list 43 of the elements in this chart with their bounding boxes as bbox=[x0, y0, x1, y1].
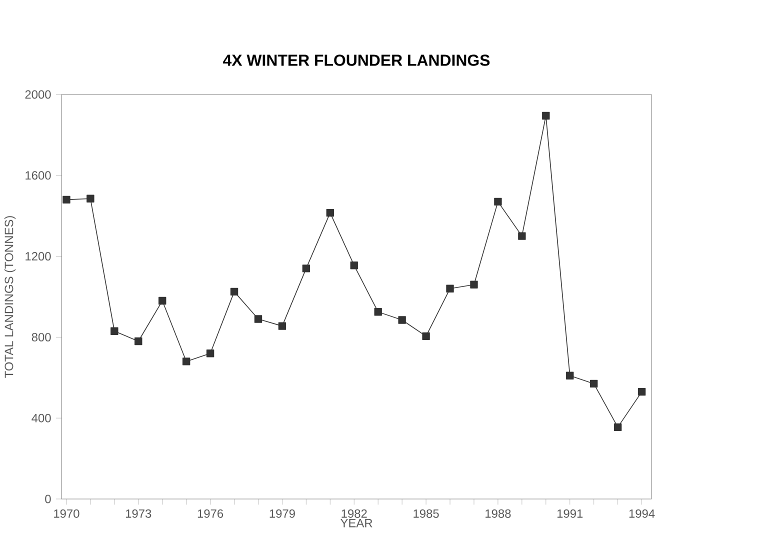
x-tick-label: 1991 bbox=[557, 510, 583, 518]
x-tick-label: 1985 bbox=[414, 510, 439, 518]
point bbox=[494, 198, 502, 206]
x-tick-label: 1970 bbox=[54, 510, 80, 518]
point bbox=[566, 372, 574, 380]
y-tick-label: 1600 bbox=[26, 171, 51, 180]
point bbox=[350, 262, 358, 270]
x-tick-label: 1973 bbox=[126, 510, 152, 518]
y-tick-label: 0 bbox=[45, 494, 51, 504]
x-axis-title: YEAR bbox=[340, 519, 372, 528]
point bbox=[230, 288, 238, 296]
chart-title: 4X WINTER FLOUNDER LANDINGS bbox=[223, 54, 490, 66]
point bbox=[614, 424, 622, 432]
x-tick-label: 1982 bbox=[342, 510, 367, 518]
point bbox=[86, 195, 94, 203]
point bbox=[590, 380, 598, 388]
point bbox=[158, 297, 166, 305]
point bbox=[518, 232, 526, 240]
point bbox=[278, 322, 286, 330]
point bbox=[110, 327, 118, 336]
y-tick-label: 400 bbox=[32, 414, 51, 423]
point bbox=[446, 285, 454, 293]
y-tick-label: 2000 bbox=[25, 90, 51, 99]
y-tick-label: 800 bbox=[32, 333, 51, 342]
y-tick-label: 1200 bbox=[26, 252, 51, 261]
x-tick-label: 1988 bbox=[486, 510, 511, 518]
point bbox=[326, 209, 334, 217]
point bbox=[182, 358, 190, 366]
x-tick-label: 1994 bbox=[629, 510, 655, 518]
x-tick-label: 1979 bbox=[270, 510, 295, 518]
point bbox=[254, 315, 262, 324]
point bbox=[638, 388, 646, 396]
x-tick-label: 1976 bbox=[198, 510, 224, 518]
point bbox=[206, 350, 214, 358]
point bbox=[470, 280, 478, 289]
point bbox=[302, 264, 310, 272]
point bbox=[374, 308, 382, 316]
point bbox=[398, 316, 406, 324]
point bbox=[422, 332, 430, 340]
point bbox=[134, 338, 142, 346]
point bbox=[542, 112, 550, 120]
point bbox=[62, 196, 70, 204]
y-axis-title: TOTAL LANDINGS (TONNES) bbox=[4, 216, 16, 378]
